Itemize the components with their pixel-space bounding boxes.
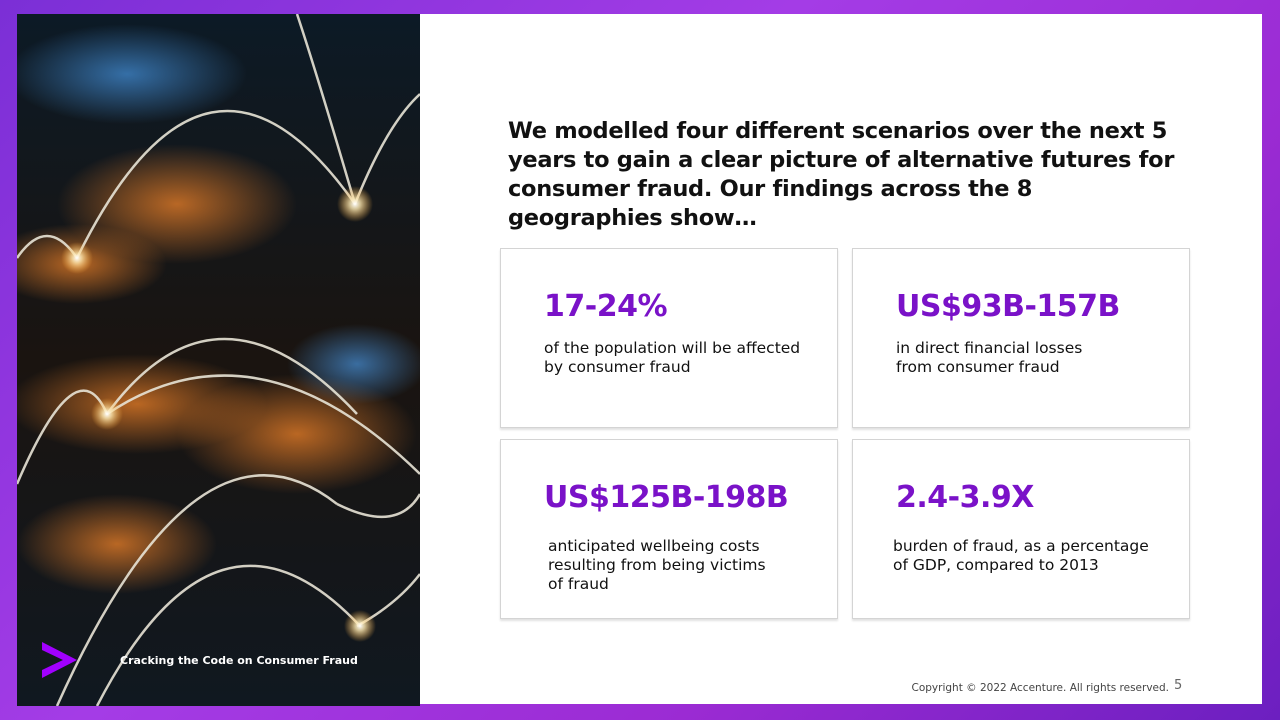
stat-card: US$125B-198B anticipated wellbeing costs… <box>500 439 838 619</box>
stat-card: 2.4-3.9X burden of fraud, as a percentag… <box>852 439 1190 619</box>
page-number: 5 <box>1174 678 1183 693</box>
stat-card: 17-24% of the population will be affecte… <box>500 248 838 428</box>
cover-photo <box>17 14 420 706</box>
stat-description: burden of fraud, as a percentage of GDP,… <box>893 537 1149 574</box>
stat-value: 2.4-3.9X <box>896 480 1034 515</box>
copyright: Copyright © 2022 Accenture. All rights r… <box>911 682 1170 694</box>
content-panel: We modelled four different scenarios ove… <box>420 14 1262 704</box>
stat-description: in direct financial losses from consumer… <box>896 339 1083 376</box>
slide-title: We modelled four different scenarios ove… <box>508 118 1175 231</box>
stat-value: 17-24% <box>544 289 668 324</box>
image-caption: Cracking the Code on Consumer Fraud <box>120 654 358 667</box>
stat-value: US$93B-157B <box>896 289 1120 324</box>
stat-description: anticipated wellbeing costs resulting fr… <box>548 537 766 593</box>
stat-card: US$93B-157B in direct financial losses f… <box>852 248 1190 428</box>
stat-value: US$125B-198B <box>544 480 789 515</box>
stat-description: of the population will be affected by co… <box>544 339 801 376</box>
